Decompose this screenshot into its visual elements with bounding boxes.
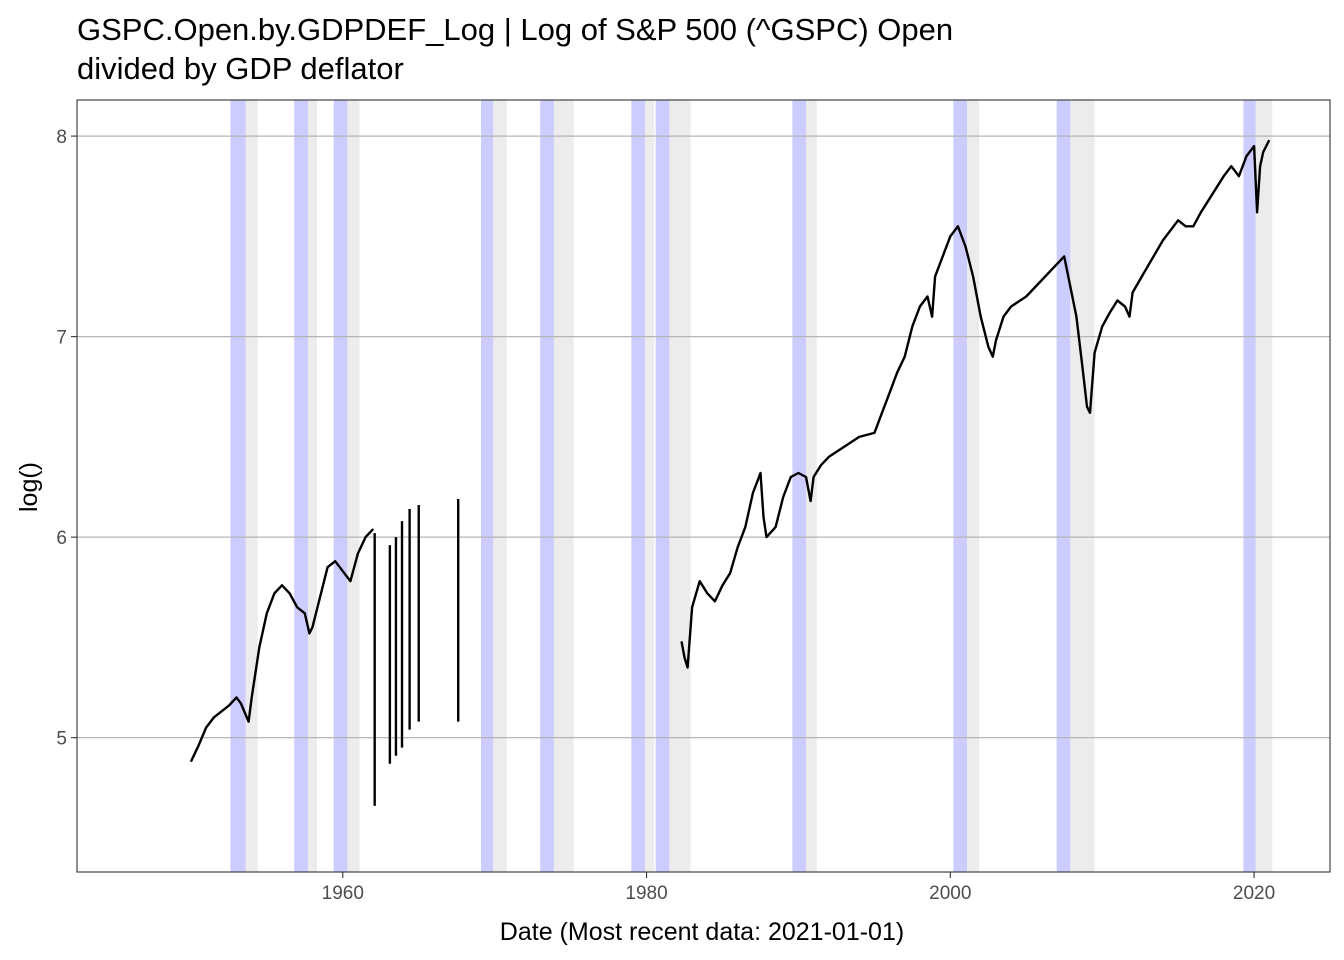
x-tick-label: 1980 — [625, 883, 667, 904]
shaded-period-blue — [1056, 100, 1071, 872]
shaded-period-gray — [553, 100, 574, 872]
axes: 5 6 7 8 1960 1980 2000 2020 — [56, 99, 1331, 904]
shaded-periods — [230, 100, 1273, 872]
y-tick-label: 6 — [56, 528, 67, 549]
shaded-period-gray — [1070, 100, 1095, 872]
y-tick-label: 7 — [56, 328, 67, 349]
gridlines — [77, 135, 1330, 739]
shaded-period-gray — [493, 100, 507, 872]
shaded-period-blue — [230, 100, 246, 872]
chart-title: GSPC.Open.by.GDPDEF_Log | Log of S&P 500… — [77, 12, 954, 86]
shaded-period-gray — [1255, 100, 1273, 872]
shaded-period-blue — [655, 100, 670, 872]
y-tick-label: 5 — [56, 729, 67, 750]
shaded-period-gray — [669, 100, 691, 872]
series-layer — [189, 139, 1271, 806]
shaded-period-blue — [294, 100, 308, 872]
plot-border — [76, 99, 1331, 873]
y-tick-label: 8 — [56, 127, 67, 148]
x-tick-label: 2000 — [929, 883, 971, 904]
shaded-period-gray — [307, 100, 317, 872]
y-axis-label: log() — [15, 462, 43, 512]
shaded-period-blue — [953, 100, 968, 872]
series-line — [680, 139, 1271, 669]
shaded-period-blue — [540, 100, 554, 872]
x-tick-label: 2020 — [1233, 883, 1275, 904]
x-tick-label: 1960 — [322, 883, 364, 904]
shaded-period-blue — [631, 100, 646, 872]
shaded-period-blue — [480, 100, 494, 872]
shaded-period-blue — [1243, 100, 1256, 872]
shaded-period-gray — [347, 100, 360, 872]
series-line — [189, 528, 375, 763]
shaded-period-blue — [792, 100, 807, 872]
shaded-period-gray — [245, 100, 258, 872]
shaded-period-gray — [967, 100, 980, 872]
x-axis-label: Date (Most recent data: 2021-01-01) — [500, 918, 904, 946]
shaded-period-blue — [333, 100, 348, 872]
shaded-period-gray — [645, 100, 655, 872]
